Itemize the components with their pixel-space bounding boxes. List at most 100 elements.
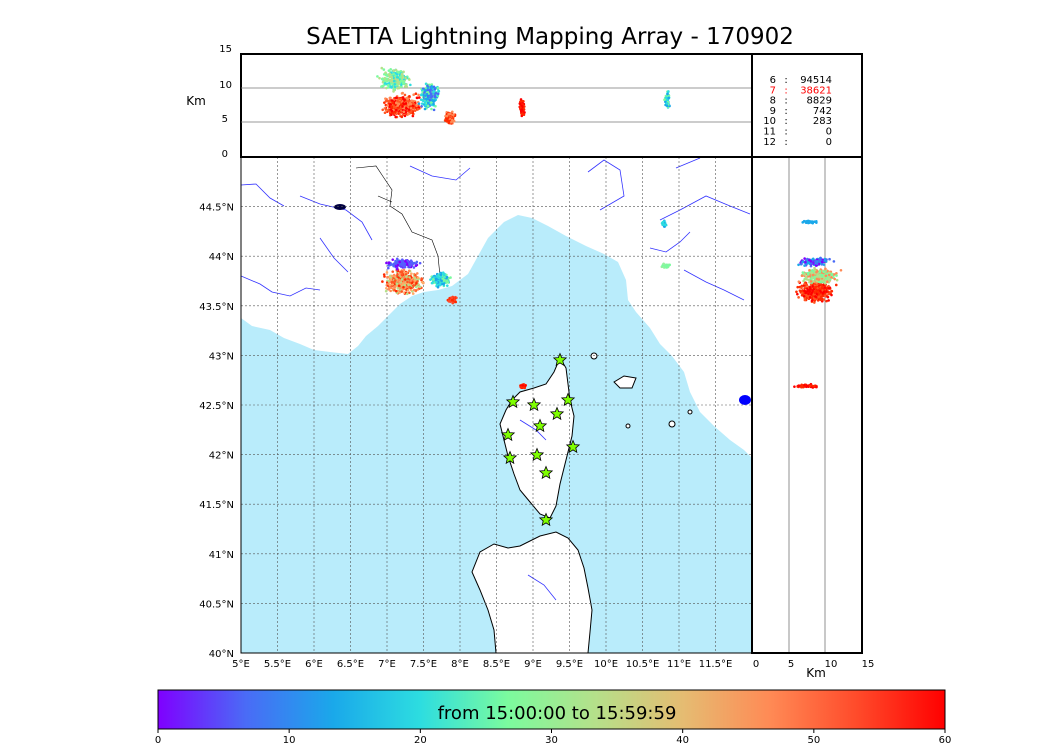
lightning-source <box>395 267 399 271</box>
lightning-source <box>390 274 394 278</box>
lightning-source <box>823 259 827 262</box>
lightning-source <box>808 268 811 272</box>
lightning-source <box>665 102 669 105</box>
lightning-source <box>400 72 404 76</box>
lightning-source <box>661 220 665 224</box>
lightning-source <box>812 280 815 283</box>
lightning-source <box>816 286 819 290</box>
lightning-source <box>452 119 456 123</box>
lightning-source <box>520 104 524 107</box>
lightning-source <box>412 288 416 292</box>
lightning-source <box>803 383 806 387</box>
lightning-source <box>445 279 449 282</box>
lightning-source <box>393 85 397 89</box>
lightning-source <box>393 82 397 86</box>
lightning-source <box>420 277 423 280</box>
lightning-source <box>393 87 396 91</box>
lightning-source <box>384 99 388 103</box>
lightning-source <box>807 292 810 296</box>
lightning-source <box>426 97 430 101</box>
lightning-source <box>822 290 826 294</box>
lightning-source <box>817 262 821 266</box>
lightning-source <box>803 282 806 286</box>
lightning-source <box>432 280 435 283</box>
lightning-source <box>402 265 406 268</box>
lightning-source <box>384 97 387 100</box>
side-tick-15: 15 <box>862 659 875 670</box>
lightning-source <box>805 384 809 388</box>
lightning-source <box>797 280 801 283</box>
lightning-source <box>452 113 455 116</box>
lightning-source <box>430 107 433 111</box>
lightning-source <box>827 287 831 290</box>
lightning-source <box>793 385 796 388</box>
lightning-source <box>811 221 814 225</box>
lightning-source <box>809 280 813 283</box>
lightning-source <box>830 293 833 297</box>
lightning-source <box>823 281 827 285</box>
lightning-source <box>434 91 438 95</box>
lightning-source <box>432 108 436 112</box>
lightning-source <box>821 258 825 262</box>
stat-label: 9 <box>770 106 776 117</box>
lon-tick-label: 8°E <box>451 659 469 670</box>
lightning-source <box>423 89 427 92</box>
lightning-source <box>808 296 812 299</box>
lightning-source <box>802 294 806 298</box>
stats-frame <box>751 53 863 158</box>
lightning-source <box>798 289 802 292</box>
lightning-source <box>430 86 433 90</box>
lightning-source <box>662 222 665 226</box>
lightning-source <box>398 291 401 295</box>
lightning-source <box>435 280 438 284</box>
lon-tick-label: 9°E <box>524 659 542 670</box>
lightning-source <box>451 301 455 305</box>
lightning-source <box>450 296 453 299</box>
lightning-source <box>436 92 440 96</box>
lightning-source <box>415 104 418 107</box>
corsica-island <box>499 356 575 519</box>
lightning-source <box>406 288 410 292</box>
lightning-source <box>423 107 427 111</box>
lightning-source <box>667 94 671 98</box>
lightning-source <box>666 265 669 268</box>
lightning-source <box>385 261 388 265</box>
lightning-source <box>400 273 404 276</box>
lightning-source <box>390 105 394 109</box>
lightning-source <box>822 276 826 280</box>
stat-value: 38621 <box>800 85 832 96</box>
lightning-source <box>391 280 395 284</box>
lightning-source <box>523 111 526 114</box>
lightning-source <box>420 105 423 108</box>
lightning-source <box>395 76 399 79</box>
lightning-source <box>667 96 670 100</box>
lightning-source <box>408 291 411 295</box>
lightning-source <box>382 273 386 276</box>
lightning-source <box>436 285 440 289</box>
lightning-source <box>797 263 800 267</box>
lightning-source <box>407 277 410 281</box>
lightning-source <box>432 102 435 106</box>
lightning-source <box>405 275 408 278</box>
lightning-source <box>810 291 814 294</box>
lightning-source <box>809 259 813 263</box>
lightning-source <box>450 298 454 302</box>
side-frame <box>751 156 863 654</box>
lightning-source <box>395 282 399 286</box>
lightning-source <box>387 69 391 72</box>
lightning-source <box>451 110 454 114</box>
lightning-source <box>407 269 411 273</box>
lon-tick-label: 5.5°E <box>264 659 291 670</box>
elba-island <box>613 375 637 389</box>
lightning-source <box>822 270 826 274</box>
lightning-source <box>391 101 394 105</box>
lightning-source <box>796 292 799 296</box>
side-sources <box>793 219 843 389</box>
lightning-source <box>433 94 437 98</box>
lightning-source <box>823 294 827 298</box>
station-star <box>505 394 521 409</box>
lightning-source <box>382 68 386 71</box>
stat-value: 0 <box>826 127 832 138</box>
lightning-source <box>415 282 418 285</box>
lightning-source <box>385 271 389 274</box>
